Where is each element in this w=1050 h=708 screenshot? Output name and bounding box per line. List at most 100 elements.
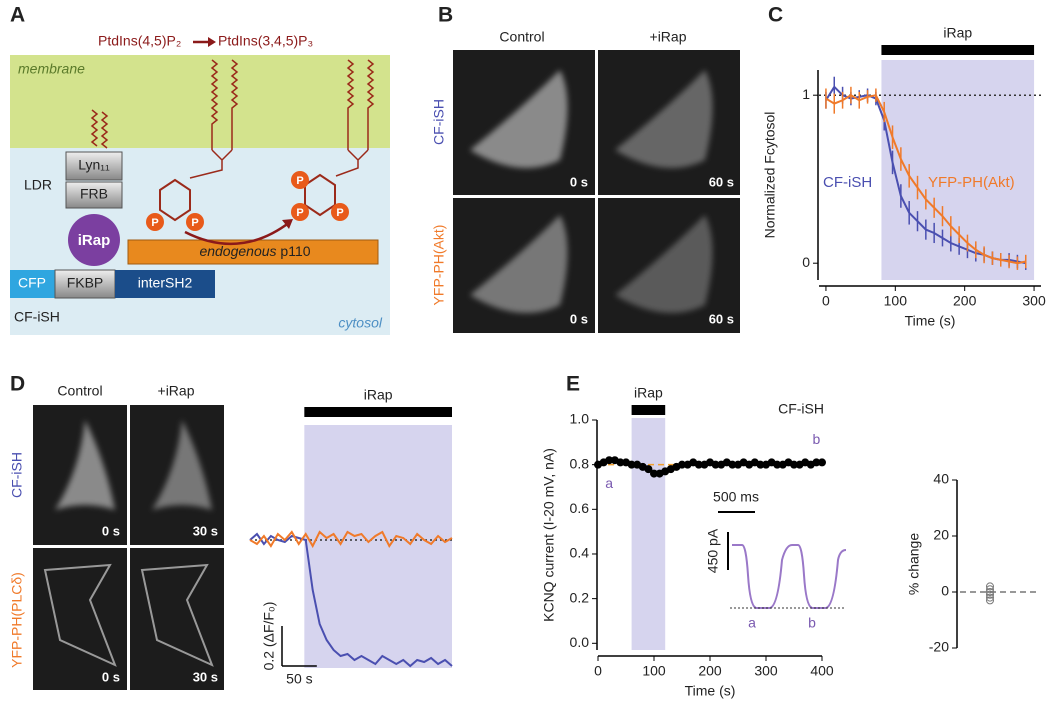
y-tick-label: 1	[802, 86, 810, 102]
membrane-label: membrane	[18, 61, 85, 77]
p110-label: endogenous p110	[199, 243, 310, 259]
irap-circle	[68, 214, 120, 266]
x-tick-label: 100	[642, 663, 666, 679]
scale-label: 0.2 (ΔF/F₀)	[261, 602, 277, 671]
y-tick-label: 0.8	[570, 455, 590, 471]
treatment-bar	[304, 407, 452, 417]
data-point	[644, 465, 653, 474]
data-point	[986, 588, 994, 596]
cell	[615, 215, 713, 313]
construct-label: CF-iSH	[14, 309, 60, 325]
treatment-shade	[881, 60, 1035, 280]
row-label: CF-iSH	[9, 452, 25, 498]
treatment-label: iRap	[634, 385, 663, 401]
phosphate-circle	[331, 203, 349, 221]
micrographs: Control +iRap CF-iSH YFP-PH(Akt) 0 s 60 …	[431, 29, 740, 333]
inset	[718, 511, 847, 609]
y-axis-label: KCNQ current (I-20 mV, nA)	[541, 448, 557, 622]
chart-title: CF-iSH	[778, 401, 824, 417]
data-point	[728, 460, 737, 469]
data-point	[650, 469, 658, 478]
panel-label: B	[438, 4, 453, 27]
data-point	[627, 460, 636, 469]
y-tick-label: 0	[802, 254, 810, 270]
lyn-box	[65, 151, 123, 181]
phosphate-label: P	[151, 217, 158, 229]
treatment-bar	[881, 45, 1035, 55]
x-tick-label: 0	[822, 293, 830, 309]
p110-text: p110	[280, 243, 310, 259]
time-label: 60 s	[709, 174, 734, 189]
diagram: membrane cytosol PtdIns(4,5)P₂ PtdIns(3,…	[10, 33, 390, 335]
phosphates: P P P P P	[146, 171, 349, 231]
legend-label: CF-iSH	[823, 174, 872, 191]
micrograph	[130, 548, 224, 690]
x-tick-label: 300	[754, 663, 778, 679]
annotation: b	[813, 431, 821, 447]
micrograph	[33, 548, 127, 690]
time-label: 60 s	[709, 311, 734, 326]
column-label: Control	[57, 383, 102, 399]
y-tick-label: 0.4	[570, 545, 590, 561]
data-point	[790, 460, 798, 469]
data-point	[678, 460, 686, 469]
cell	[152, 420, 212, 510]
data-point	[986, 590, 994, 599]
data-point	[986, 596, 994, 605]
cell	[55, 420, 115, 510]
series-line	[249, 530, 453, 549]
series-line	[249, 532, 453, 668]
arrowhead	[282, 219, 293, 229]
data-point	[711, 460, 720, 469]
time-label: 0 s	[570, 311, 588, 326]
inset-label: a	[748, 615, 756, 631]
time-label: 30 s	[193, 669, 218, 684]
frb-label: FRB	[80, 186, 108, 202]
cell	[140, 563, 214, 667]
y-tick-label: 20	[933, 527, 949, 543]
x-tick-label: 400	[810, 663, 834, 679]
row-label: YFP-PH(Akt)	[431, 225, 447, 306]
x-tick-label: 300	[1022, 293, 1046, 309]
cell	[615, 70, 713, 168]
data-point	[818, 458, 826, 467]
x-axis-label: Time (s)	[685, 683, 736, 699]
inset-label: 500 ms	[713, 489, 759, 505]
fkbp-label: FKBP	[67, 275, 104, 291]
intersh2-label: interSH2	[138, 275, 193, 291]
y-tick-label: 0	[941, 583, 949, 599]
cytosol-label: cytosol	[338, 315, 382, 331]
cfp-label: CFP	[18, 275, 46, 291]
data-point	[986, 593, 994, 602]
ldr-label: LDR	[24, 177, 52, 193]
panel-label: E	[566, 373, 580, 396]
phosphate-label: P	[296, 207, 303, 219]
y-tick-label: -20	[929, 639, 949, 655]
lipid-tails	[189, 59, 239, 179]
y-tick-label: 1.0	[570, 411, 590, 427]
data-point	[694, 460, 703, 469]
lipid-label: PtdIns(3,4,5)P₃	[218, 33, 313, 49]
lipid-anchor	[90, 109, 109, 149]
legend-label: YFP-PH(Akt)	[928, 174, 1015, 191]
y-tick-label: 40	[933, 471, 949, 487]
irap-label: iRap	[78, 232, 111, 249]
treatment-label: iRap	[943, 25, 972, 41]
phosphate-circle	[291, 203, 309, 221]
y-axis-label: Normalized Fcytosol	[762, 112, 778, 239]
cell	[43, 563, 117, 667]
data-point	[986, 582, 994, 591]
cell	[470, 215, 568, 313]
data-point	[986, 585, 994, 594]
treatment-shade	[304, 425, 452, 668]
scale-label: 50 s	[286, 671, 312, 687]
y-tick-label: 0.6	[570, 500, 590, 516]
row-label: YFP-PH(PLCδ)	[9, 572, 25, 668]
phosphate-label: P	[191, 217, 198, 229]
p110-italic: endogenous	[199, 243, 276, 259]
phosphate-circle	[186, 213, 204, 231]
inset-label: b	[808, 615, 816, 631]
arrow	[184, 221, 291, 246]
data-point	[773, 460, 782, 469]
panel-label: D	[10, 373, 25, 396]
